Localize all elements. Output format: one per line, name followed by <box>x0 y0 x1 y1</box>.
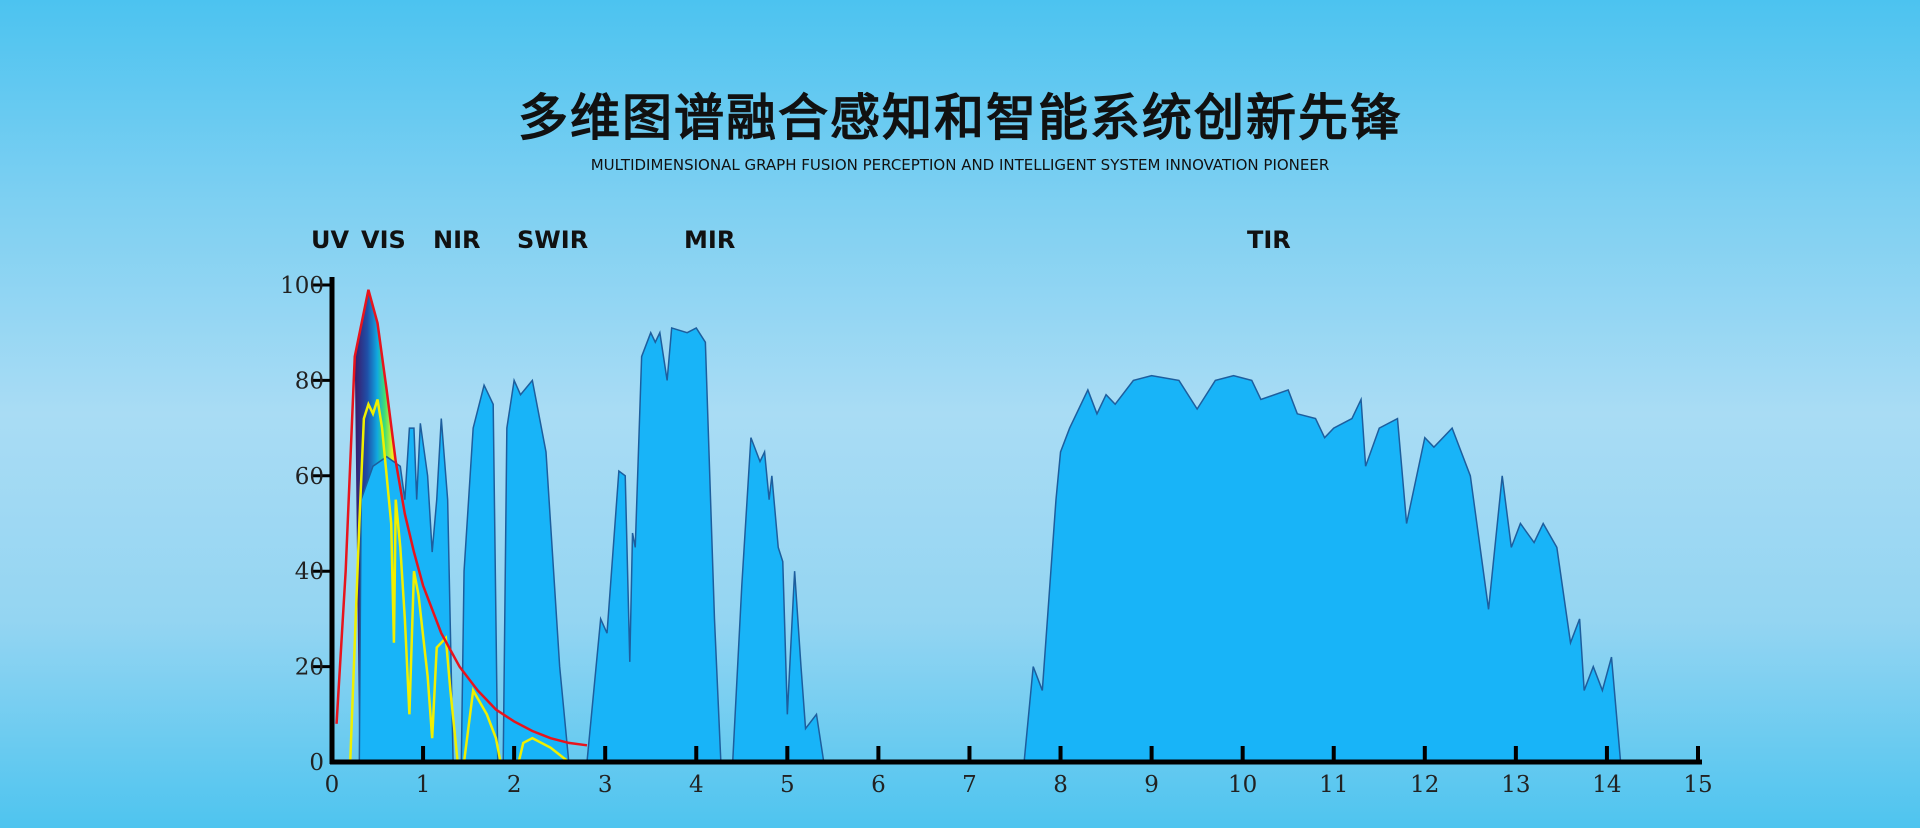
blackbody-curve <box>335 289 588 747</box>
y-tick-label: 60 <box>295 464 324 490</box>
page-title: 多维图谱融合感知和智能系统创新先锋 <box>518 89 1402 147</box>
transmission-area <box>358 326 1622 763</box>
x-tick-label: 12 <box>1410 772 1439 798</box>
y-tick-label: 100 <box>280 273 324 299</box>
x-tick-label: 15 <box>1683 772 1712 798</box>
x-tick-label: 3 <box>598 772 613 798</box>
band-label-uv: UV <box>311 226 350 254</box>
x-tick-label: 11 <box>1319 772 1348 798</box>
x-tick-label: 1 <box>416 772 431 798</box>
band-label-vis: VIS <box>361 226 406 254</box>
x-tick-label: 9 <box>1144 772 1159 798</box>
x-tick-label: 10 <box>1228 772 1257 798</box>
y-tick-label: 20 <box>295 655 324 681</box>
x-tick-label: 7 <box>962 772 977 798</box>
y-tick-label: 40 <box>295 559 324 585</box>
band-label-swir: SWIR <box>517 226 589 254</box>
y-tick-label: 0 <box>309 750 324 776</box>
x-tick-label: 4 <box>689 772 704 798</box>
x-tick-label: 13 <box>1501 772 1530 798</box>
solar-spectrum-line <box>348 399 570 764</box>
x-tick-label: 0 <box>325 772 340 798</box>
x-tick-label: 6 <box>871 772 886 798</box>
x-tick-label: 2 <box>507 772 522 798</box>
x-tick-label: 5 <box>780 772 795 798</box>
band-label-tir: TIR <box>1247 226 1291 254</box>
page-subtitle: MULTIDIMENSIONAL GRAPH FUSION PERCEPTION… <box>590 156 1330 174</box>
band-label-nir: NIR <box>433 226 481 254</box>
x-tick-label: 14 <box>1592 772 1621 798</box>
x-tick-label: 8 <box>1053 772 1068 798</box>
y-tick-label: 80 <box>295 368 324 394</box>
band-label-mir: MIR <box>684 226 736 254</box>
